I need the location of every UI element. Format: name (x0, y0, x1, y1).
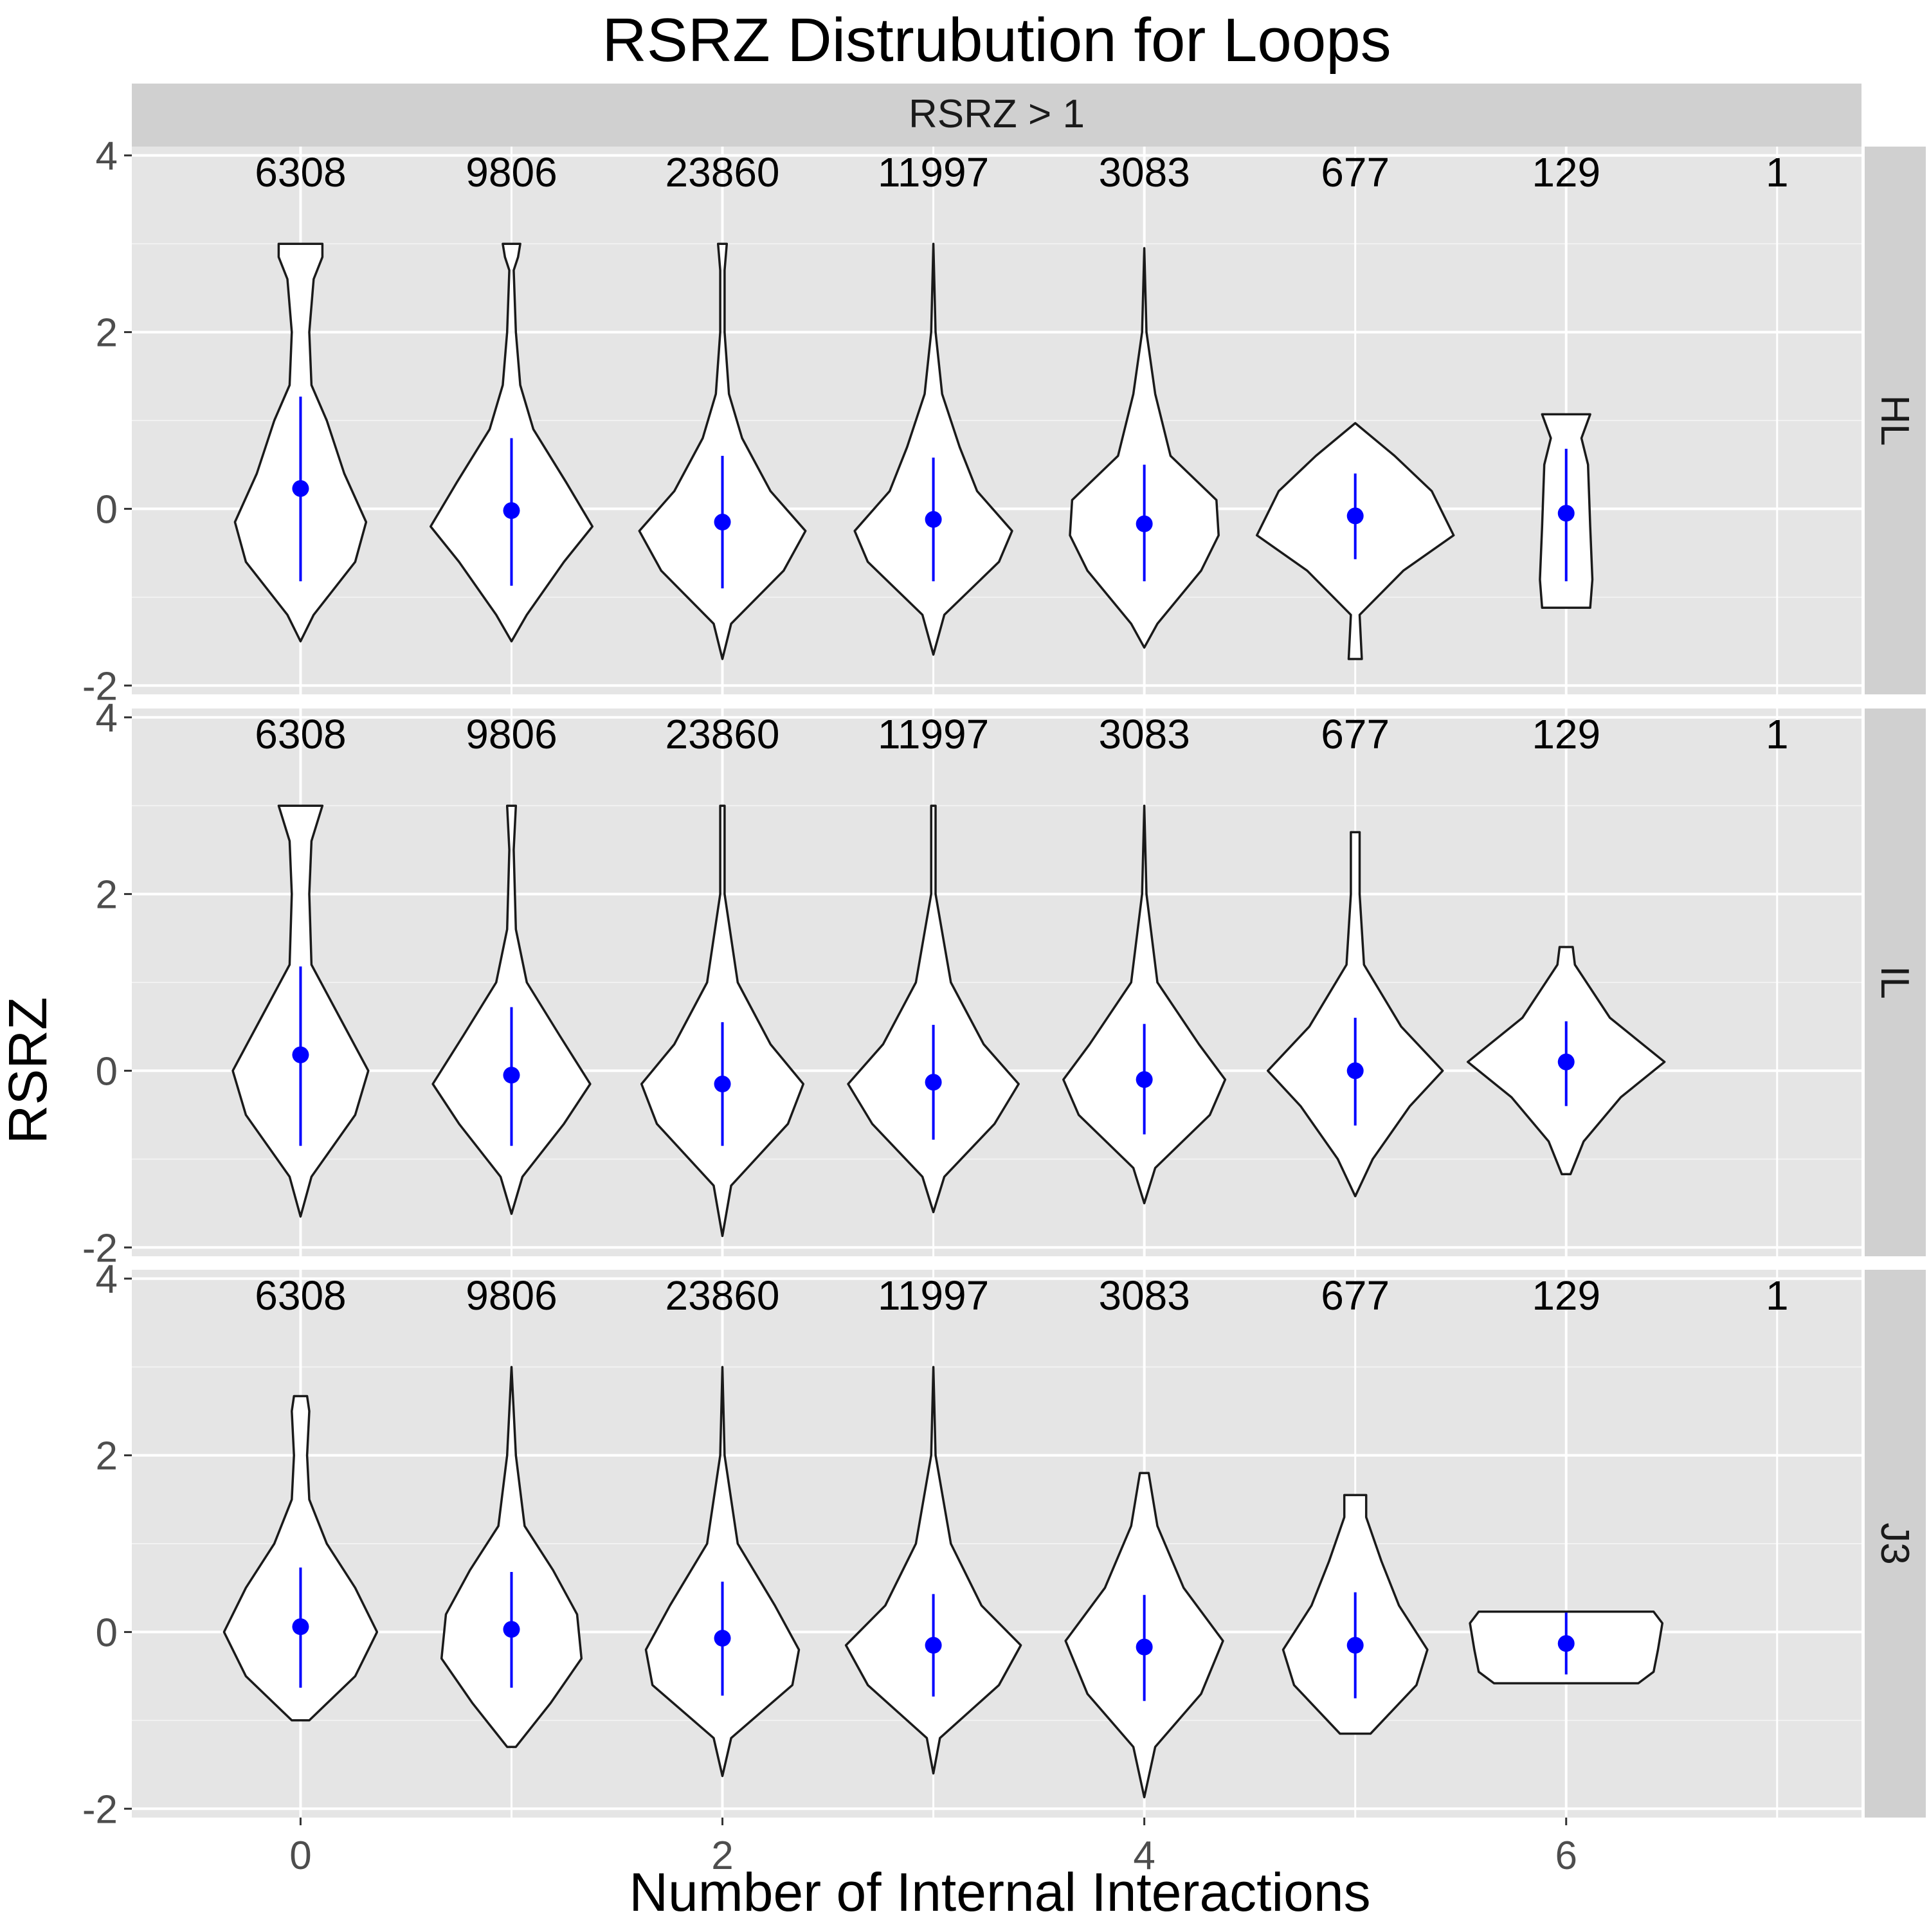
violin-il-x5 (1266, 831, 1444, 1198)
mean-point (1346, 507, 1364, 525)
mean-point (714, 514, 731, 531)
count-label: 11997 (878, 711, 989, 757)
y-tick-label: 0 (96, 1049, 118, 1094)
x-tick-label: 0 (289, 1834, 311, 1878)
count-label: 1 (1766, 149, 1789, 195)
violin-il-x2 (640, 804, 805, 1238)
y-tick-label: 0 (96, 1611, 118, 1655)
mean-point (1136, 1638, 1153, 1656)
count-label: 6308 (255, 149, 346, 195)
mean-point (714, 1076, 731, 1093)
y-tick-label: 2 (96, 311, 118, 356)
count-label: 6308 (255, 711, 346, 757)
y-tick-label: 2 (96, 873, 118, 917)
count-label: 677 (1321, 711, 1390, 757)
violin-j3-x3 (844, 1366, 1022, 1775)
count-label: 9806 (466, 1272, 557, 1319)
facet-strip-top-label: RSRZ > 1 (909, 92, 1085, 136)
y-tick-label: 2 (96, 1434, 118, 1479)
facet-strip-right-label: J3 (1872, 1522, 1917, 1564)
count-label: 23860 (666, 149, 780, 195)
mean-point (1557, 1635, 1575, 1652)
x-tick-label: 4 (1133, 1834, 1155, 1878)
count-label: 23860 (666, 711, 780, 757)
facet-strip-right (1865, 147, 1926, 694)
y-tick-label: 0 (96, 487, 118, 532)
count-label: 3083 (1098, 149, 1190, 195)
mean-point (1557, 505, 1575, 522)
count-label: 1 (1766, 1272, 1789, 1319)
count-label: 3083 (1098, 1272, 1190, 1319)
panel-il: -2 0 2 4 6308 9806 23860 11997 3083 677 129 1 IL (82, 696, 1926, 1270)
facet-strip-right (1865, 1270, 1926, 1818)
mean-point (503, 502, 520, 519)
mean-point (1346, 1062, 1364, 1079)
x-tick-label: 6 (1555, 1834, 1577, 1878)
panel-j3: -2 0 2 4 6308 9806 23860 11997 3083 677 129 1 J3 (82, 1258, 1926, 1832)
count-label: 9806 (466, 711, 557, 757)
violin-hl-x3 (853, 242, 1013, 656)
y-tick-label: -2 (82, 1226, 118, 1270)
count-label: 1 (1766, 711, 1789, 757)
x-axis-title: Number of Internal Interactions (629, 1862, 1370, 1922)
y-tick-label: 4 (96, 1258, 118, 1302)
panel-hl: -2 0 2 4 6308 9806 23860 11997 3083 677 129 1 HL (82, 134, 1926, 709)
violin-hl-x4 (1069, 247, 1220, 649)
y-tick-label: -2 (82, 1787, 118, 1832)
mean-point (292, 1046, 309, 1063)
y-tick-label: 4 (96, 134, 118, 179)
violin-j3-x1 (440, 1366, 583, 1748)
mean-point (1136, 1071, 1153, 1088)
y-tick-label: -2 (82, 664, 118, 709)
facet-strip-right (1865, 709, 1926, 1256)
count-label: 23860 (666, 1272, 780, 1319)
count-label: 129 (1532, 1272, 1600, 1319)
mean-point (292, 480, 309, 497)
violin-j3-x0 (222, 1395, 379, 1722)
violin-il-x4 (1062, 804, 1227, 1205)
violin-il-x3 (847, 804, 1020, 1214)
count-label: 677 (1321, 149, 1390, 195)
count-label: 9806 (466, 149, 557, 195)
y-tick-label: 4 (96, 696, 118, 741)
mean-point (925, 510, 942, 528)
mean-point (1557, 1053, 1575, 1070)
mean-point (292, 1618, 309, 1636)
violin-hl-x2 (638, 242, 807, 660)
count-label: 129 (1532, 711, 1600, 757)
count-label: 6308 (255, 1272, 346, 1319)
mean-point (1136, 515, 1153, 532)
mean-point (503, 1067, 520, 1084)
count-label: 677 (1321, 1272, 1390, 1319)
y-axis-title: RSRZ (0, 997, 58, 1144)
mean-point (714, 1630, 731, 1647)
mean-point (1346, 1637, 1364, 1654)
mean-point (503, 1621, 520, 1638)
chart-title: RSRZ Distrubution for Loops (602, 6, 1391, 75)
count-label: 3083 (1098, 711, 1190, 757)
facet-strip-top (132, 84, 1861, 147)
facet-strip-right-label: IL (1872, 966, 1917, 999)
count-label: 11997 (878, 149, 989, 195)
mean-point (925, 1074, 942, 1091)
mean-point (925, 1637, 942, 1654)
violin-j3-x2 (644, 1366, 801, 1778)
x-tick-label: 2 (711, 1834, 733, 1878)
count-label: 129 (1532, 149, 1600, 195)
facet-strip-right-label: HL (1872, 395, 1917, 446)
count-label: 11997 (878, 1272, 989, 1319)
